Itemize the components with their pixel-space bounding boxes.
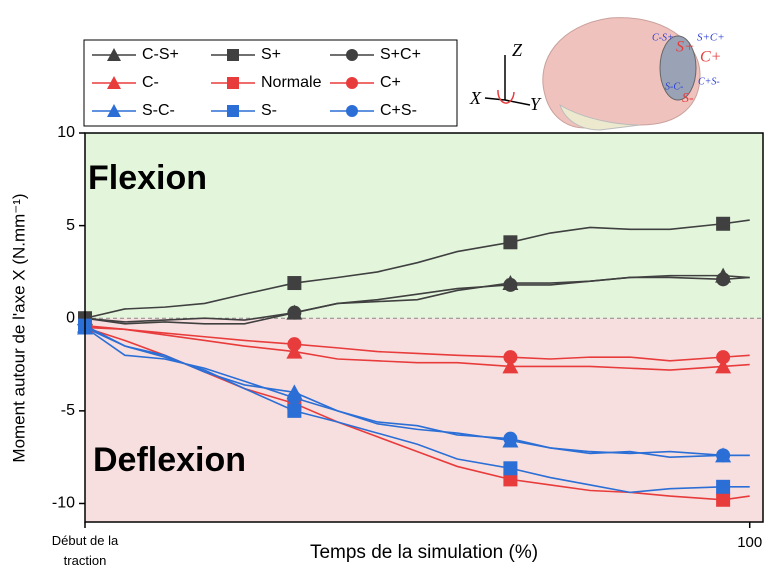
marker [287, 403, 302, 418]
marker [716, 216, 731, 231]
axis-arrow [504, 99, 531, 106]
axis-name: Y [530, 94, 542, 114]
legend-marker [227, 105, 239, 117]
marker [502, 358, 519, 374]
series-line [84, 326, 750, 362]
marker [503, 472, 518, 487]
inset-label: S+C+ [697, 32, 725, 44]
series-line [84, 276, 750, 323]
legend-marker [107, 48, 121, 61]
marker [503, 431, 518, 446]
inset-label: S-C- [665, 81, 683, 92]
marker [716, 479, 731, 494]
legend-marker [346, 105, 358, 117]
y-tick-label: -5 [61, 402, 75, 419]
x-tick-label: 100 [737, 534, 762, 551]
marker [503, 277, 518, 292]
contact-patch [659, 35, 697, 101]
marker [716, 448, 731, 463]
series-line [84, 324, 750, 371]
marker [716, 492, 731, 507]
legend-marker [346, 49, 358, 61]
x-tick-label: Début de la traction [51, 533, 119, 568]
legend-label: C+ [380, 74, 401, 91]
deflexion-region [85, 318, 763, 522]
series-line [84, 219, 750, 320]
y-axis-label: Moment autour de l'axe X (N.mm⁻¹) [9, 193, 28, 462]
legend-label: Normale [261, 74, 322, 91]
axis-name: X [469, 88, 482, 108]
plot-frame [84, 132, 764, 523]
marker [503, 235, 518, 250]
annotation: Flexion [88, 159, 207, 197]
legend-box [83, 39, 458, 127]
legend-label: S+ [261, 46, 281, 63]
inset-label: C+S- [698, 76, 720, 87]
legend-label: C+S- [380, 102, 417, 119]
y-tick-label: 5 [66, 217, 75, 234]
legend-marker [346, 77, 358, 89]
legend-label: S-C- [142, 102, 175, 119]
marker [503, 350, 518, 365]
annotation: Deflexion [93, 441, 246, 479]
y-tick-label: -10 [52, 495, 75, 512]
marker [715, 358, 732, 374]
head [542, 17, 701, 129]
inset-label: S+ [676, 39, 695, 56]
marker [287, 305, 302, 320]
legend-marker [227, 77, 239, 89]
marker [716, 272, 731, 287]
y-tick-label: 10 [57, 124, 75, 141]
marker [287, 390, 302, 405]
flexion-region [85, 133, 763, 319]
marker [716, 350, 731, 365]
y-tick-label: 0 [66, 309, 75, 326]
inset-label: C-S+ [652, 32, 674, 43]
inset-label: S- [682, 91, 694, 106]
legend-marker [107, 76, 121, 89]
rotation-arrow [497, 89, 515, 104]
inset-label: C+ [700, 49, 721, 66]
series-line [84, 326, 750, 458]
legend-marker [227, 49, 239, 61]
marker [287, 276, 302, 291]
legend-marker [107, 104, 121, 117]
legend-label: S+C+ [380, 46, 421, 63]
axis-arrow [484, 97, 506, 101]
marker [287, 337, 302, 352]
legend-label: S- [261, 102, 277, 119]
marker [503, 461, 518, 476]
legend-label: C- [142, 74, 159, 91]
legend-label: C-S+ [142, 46, 179, 63]
axis-name: Z [512, 40, 523, 60]
neck [559, 103, 641, 131]
x-axis-label: Temps de la simulation (%) [310, 542, 538, 563]
